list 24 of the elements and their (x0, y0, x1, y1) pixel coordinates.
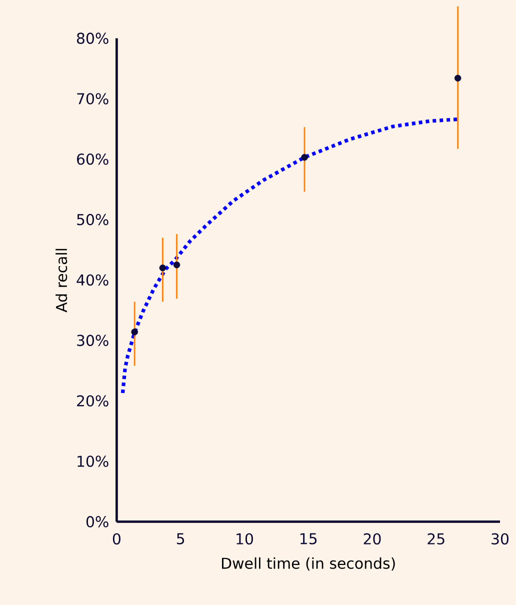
y-tick-label: 0% (86, 516, 108, 528)
x-tick-label: 15 (300, 533, 317, 544)
x-tick-label: 30 (492, 533, 509, 545)
x-tick-label: 5 (176, 533, 184, 544)
point (131, 328, 138, 336)
y-tick-label: 10% (78, 456, 108, 467)
x-tick-label: 20 (364, 533, 381, 545)
y-tick-label: 30% (77, 334, 108, 346)
x-tick-label: 25 (428, 533, 444, 545)
line-series (120, 117, 460, 395)
y-axis-title: Ad recall (56, 248, 68, 312)
point (173, 262, 180, 268)
point (159, 264, 166, 272)
y-tick-label: 50% (77, 214, 108, 226)
x-axis-title: Dwell time (in seconds) (222, 557, 395, 571)
y-tick-label: 70% (77, 93, 108, 104)
y-tick-label: 40% (76, 274, 108, 286)
y-tick-label: 80% (76, 32, 108, 44)
x-tick-label: 0 (112, 533, 120, 545)
y-tick-label: 60% (77, 153, 108, 165)
point (454, 74, 462, 82)
point (301, 154, 308, 161)
x-tick-label: 10 (236, 533, 253, 545)
y-tick-label: 20% (77, 395, 108, 407)
